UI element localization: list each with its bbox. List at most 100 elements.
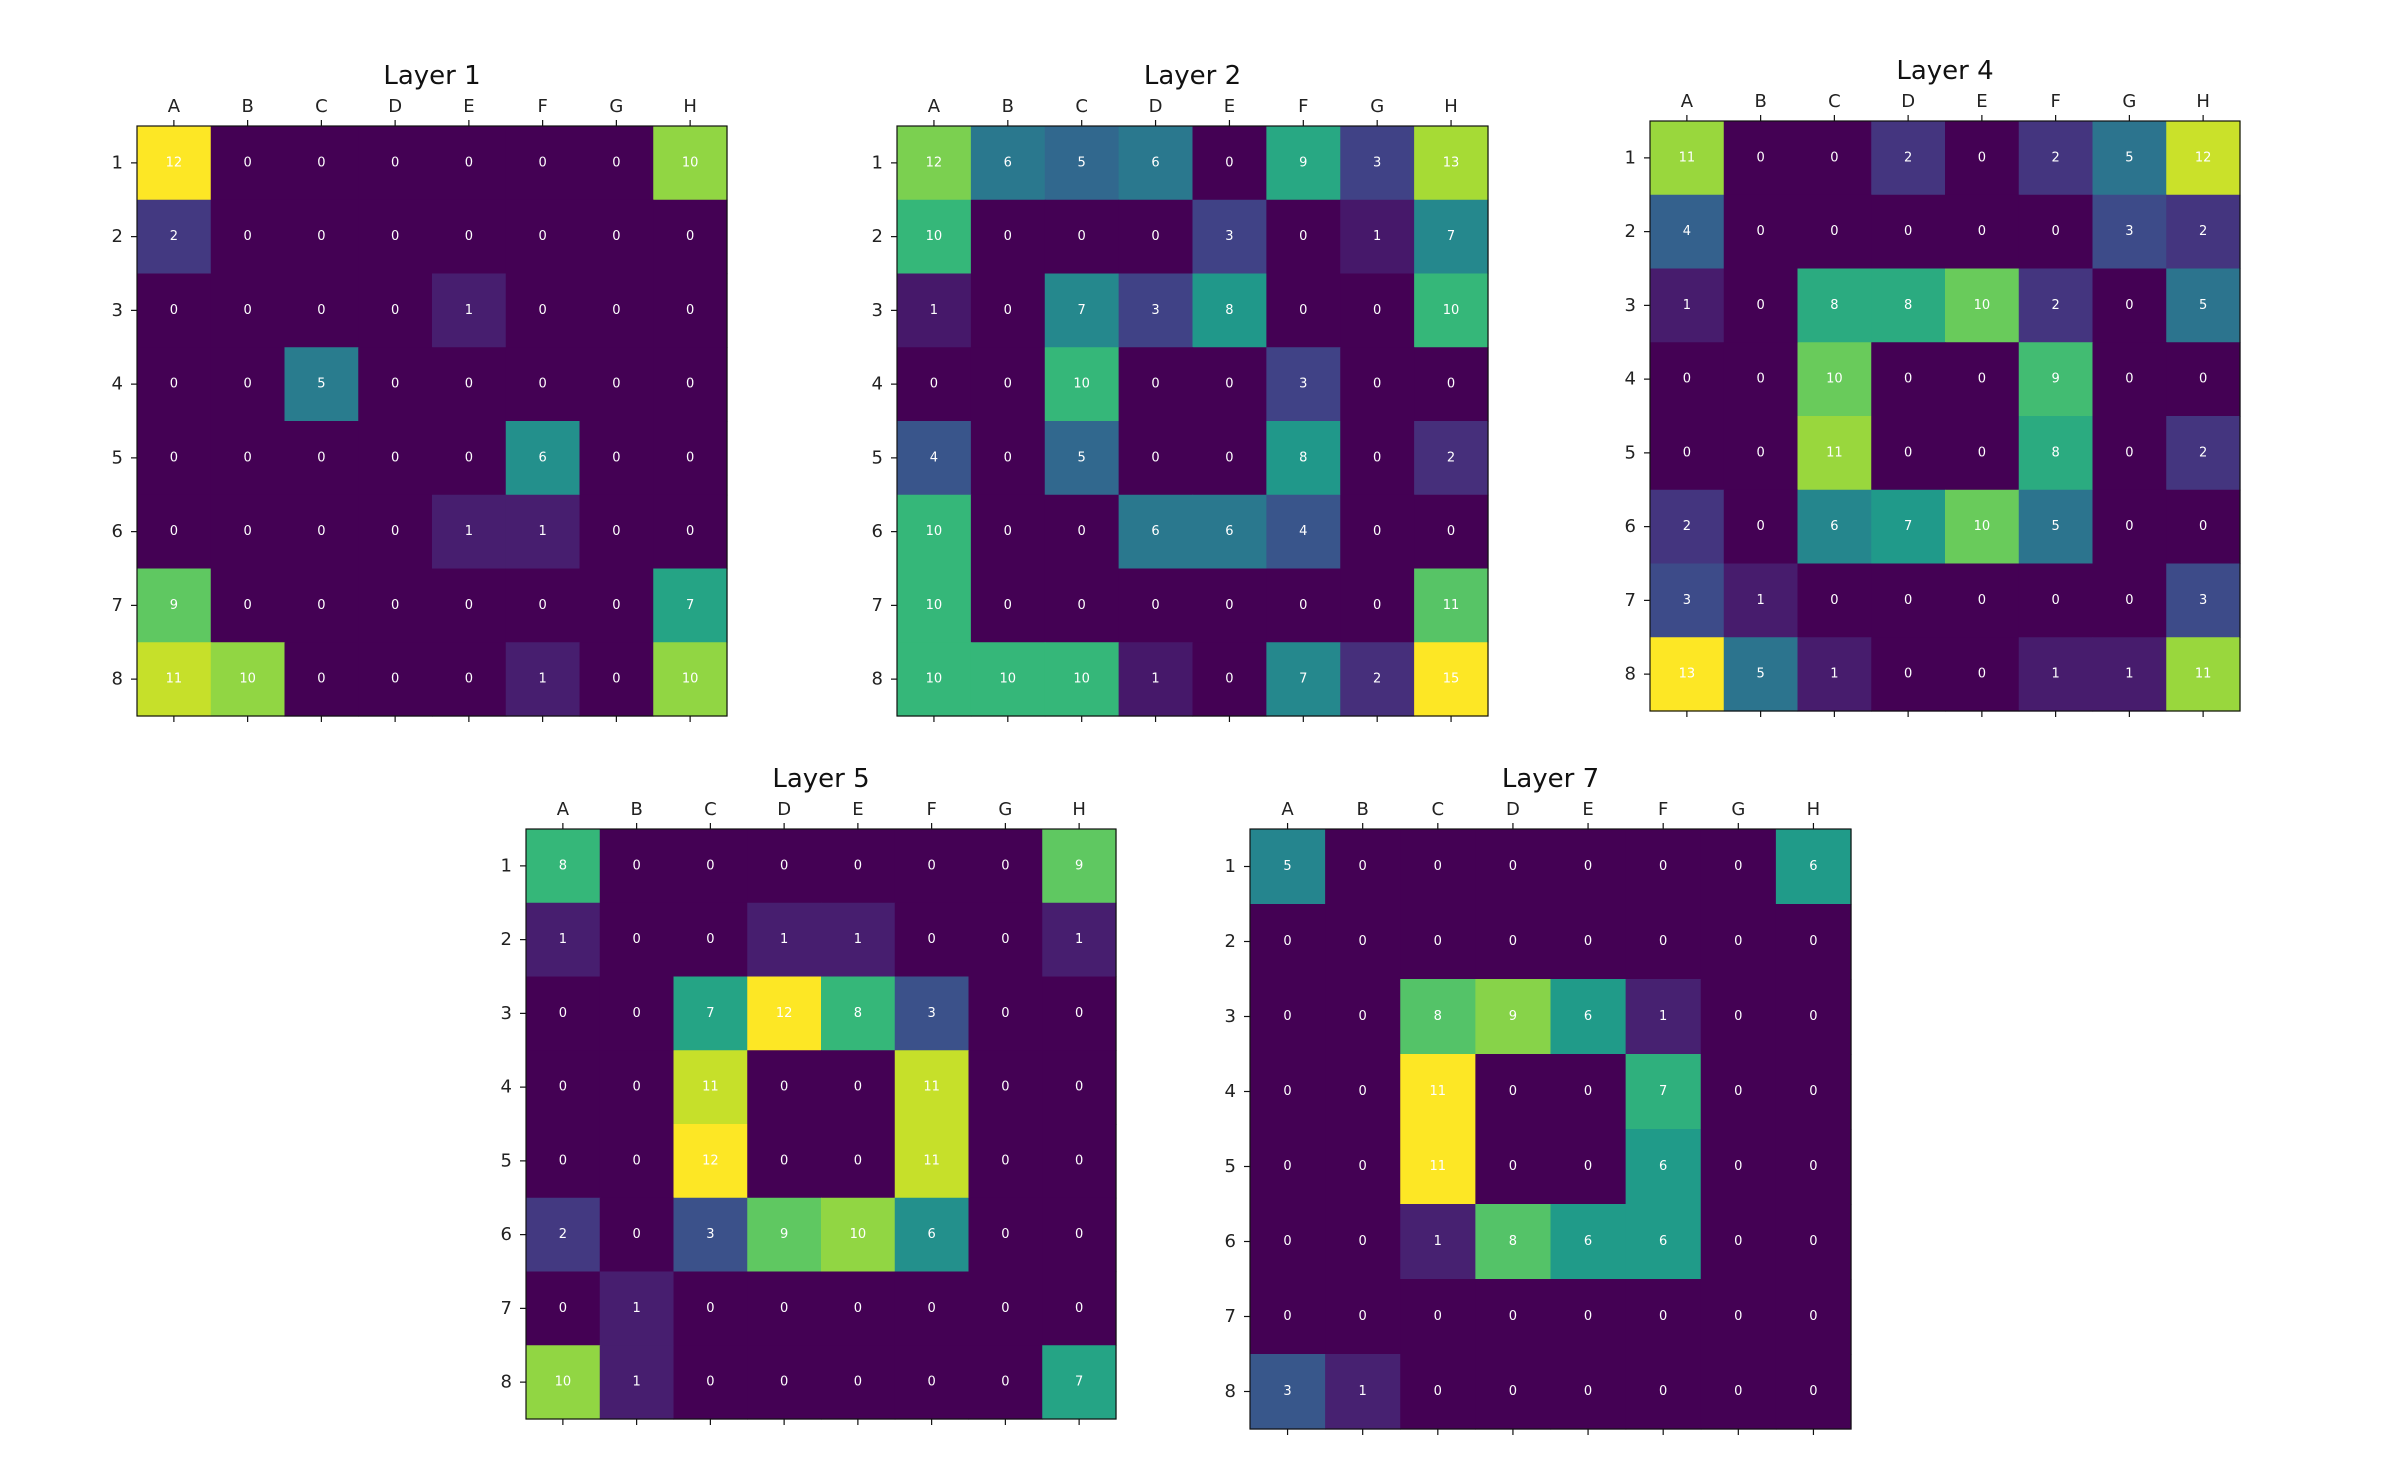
cell-value-label: 0 (317, 229, 325, 244)
x-tick-label: D (777, 799, 791, 820)
cell-value-label: 0 (1734, 1384, 1742, 1399)
cell-value-label: 0 (1001, 858, 1009, 873)
heatmap-cell (526, 1050, 601, 1125)
cell-value-label: 0 (1659, 1309, 1667, 1324)
heatmap-cell (821, 1050, 896, 1125)
heatmap-cell (1044, 421, 1120, 496)
heatmap-cell (1550, 904, 1627, 980)
heatmap-cell (505, 126, 581, 201)
y-tick-label: 2 (1225, 931, 1236, 952)
cell-value-label: 0 (1225, 598, 1233, 613)
cell-value-label: 3 (2125, 224, 2133, 239)
cell-value-label: 0 (559, 1080, 567, 1095)
heatmap-cell (673, 976, 748, 1051)
cell-value-label: 0 (170, 377, 178, 392)
heatmap-cell (968, 976, 1043, 1051)
cell-value-label: 10 (682, 155, 699, 170)
heatmap-cell (1414, 642, 1489, 717)
cell-value-label: 0 (1756, 298, 1764, 313)
heatmap-cell (747, 1124, 822, 1199)
cell-value-label: 0 (559, 1153, 567, 1168)
y-tick-label: 2 (112, 226, 123, 247)
panel-title: Layer 4 (1896, 56, 1993, 86)
cell-value-label: 2 (559, 1227, 567, 1242)
cell-value-label: 0 (632, 1006, 640, 1021)
cell-value-label: 0 (1283, 1159, 1291, 1174)
cell-value-label: 0 (1283, 1084, 1291, 1099)
heatmap-cell (653, 494, 728, 570)
heatmap-cell (1340, 273, 1415, 348)
cell-value-label: 12 (166, 155, 183, 170)
cell-value-label: 11 (1679, 150, 1696, 165)
heatmap-cell (1550, 979, 1627, 1055)
cell-value-label: 0 (1830, 593, 1838, 608)
cell-value-label: 0 (243, 598, 251, 613)
heatmap-cell (1250, 1279, 1326, 1355)
heatmap-cell (653, 421, 728, 496)
heatmap-cell (599, 1197, 675, 1273)
heatmap-cell (1723, 268, 1799, 343)
heatmap-cell (599, 1271, 675, 1346)
cell-value-label: 0 (612, 450, 620, 465)
cell-value-label: 0 (538, 229, 546, 244)
heatmap-cell (1042, 976, 1117, 1051)
cell-value-label: 0 (465, 229, 473, 244)
heatmap-cell (1797, 268, 1872, 343)
cell-value-label: 6 (1151, 524, 1159, 539)
cell-value-label: 3 (706, 1227, 714, 1242)
heatmap-cell (970, 421, 1046, 496)
cell-value-label: 1 (632, 1375, 640, 1390)
panel-title: Layer 5 (772, 764, 869, 794)
cell-value-label: 0 (1756, 372, 1764, 387)
heatmap-cell (1192, 347, 1267, 422)
cell-value-label: 0 (1509, 1309, 1517, 1324)
heatmap-cell (579, 421, 654, 496)
cell-value-label: 0 (1075, 1227, 1083, 1242)
heatmap-cell (526, 1197, 601, 1273)
heatmap-cell (2166, 416, 2241, 491)
heatmap-cell (1192, 273, 1267, 348)
heatmap-cell (1118, 273, 1194, 348)
heatmap-cell (1625, 979, 1702, 1055)
cell-value-label: 0 (1359, 1309, 1367, 1324)
heatmap-frame (136, 125, 728, 717)
heatmap-cell (1871, 342, 1946, 417)
heatmap-cell (1797, 563, 1872, 638)
heatmap-cell (894, 902, 970, 978)
heatmap-cell (894, 1271, 970, 1346)
heatmap-cell (1042, 1271, 1117, 1346)
cell-value-label: 3 (1373, 155, 1381, 170)
heatmap-cell (210, 421, 286, 496)
heatmap-cell (894, 976, 970, 1051)
heatmap-cell (1723, 489, 1799, 565)
y-tick-label: 3 (1625, 295, 1636, 316)
heatmap-cell (1340, 126, 1415, 201)
heatmap-frame (1649, 120, 2241, 712)
heatmap-cell (2018, 416, 2094, 491)
cell-value-label: 8 (1830, 298, 1838, 313)
cell-value-label: 0 (170, 303, 178, 318)
cell-value-label: 0 (1434, 934, 1442, 949)
heatmap-cell (1797, 416, 1872, 491)
cell-value-label: 0 (465, 672, 473, 687)
heatmap-cell (1044, 126, 1120, 201)
cell-value-label: 0 (780, 1153, 788, 1168)
heatmap-cell (1945, 194, 2020, 270)
cell-value-label: 10 (239, 672, 256, 687)
heatmap-cell (821, 902, 896, 978)
heatmap-cell (1400, 1279, 1476, 1355)
cell-value-label: 9 (1509, 1009, 1517, 1024)
cell-value-label: 0 (1299, 303, 1307, 318)
x-tick-label: G (609, 96, 623, 117)
heatmap-cell (1400, 1354, 1476, 1430)
cell-value-label: 0 (1001, 1006, 1009, 1021)
cell-value-label: 0 (1978, 372, 1986, 387)
heatmap-cell (747, 1345, 822, 1420)
cell-value-label: 0 (1004, 450, 1012, 465)
cell-value-label: 13 (1443, 155, 1460, 170)
heatmap-cell (505, 199, 581, 275)
cell-value-label: 0 (1830, 150, 1838, 165)
heatmap-cell (1325, 979, 1401, 1055)
heatmap-cell (599, 976, 675, 1051)
x-tick-label: C (1828, 91, 1841, 112)
